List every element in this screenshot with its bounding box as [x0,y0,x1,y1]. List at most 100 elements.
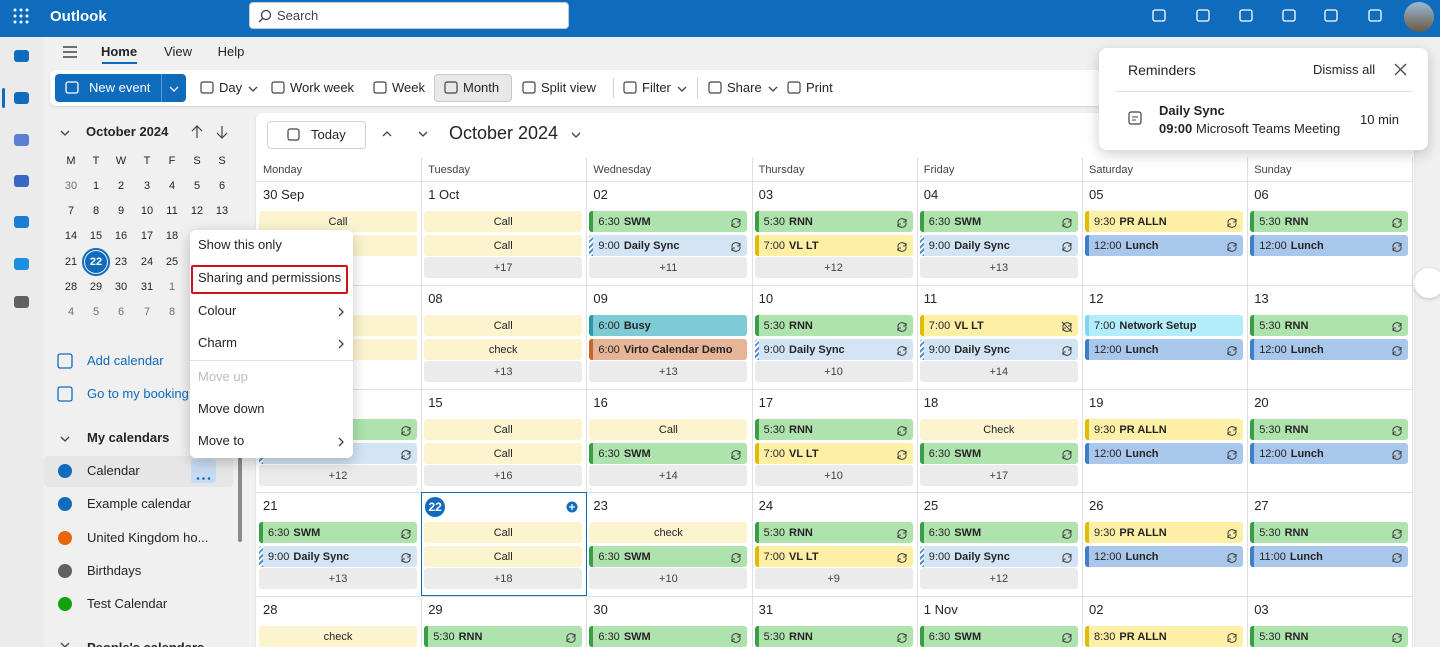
mini-day[interactable]: 8 [168,306,176,318]
mini-day[interactable]: 2 [117,180,125,192]
next-button[interactable] [417,127,429,139]
toolbar-button[interactable]: Day [219,80,243,95]
day-date[interactable]: 11 [923,291,938,306]
toolbar-icon[interactable] [522,81,536,94]
day-date[interactable]: 10 [758,291,774,306]
mini-day[interactable]: 13 [215,205,229,218]
event[interactable]: Check [919,419,1078,440]
day-date[interactable]: 03 [758,187,774,202]
mini-day[interactable]: 24 [140,255,154,268]
event[interactable]: Call [259,211,417,232]
event[interactable]: 12:00 Lunch [1085,338,1243,360]
toolbar-icon[interactable] [623,81,637,94]
event[interactable]: 12:00 Lunch [1085,442,1243,464]
calendar-color-check[interactable] [58,597,72,612]
event[interactable]: 7:00 VL LT [754,545,913,567]
event[interactable]: check [424,338,583,360]
event[interactable]: 12:00 Lunch [1250,234,1409,256]
toolbar-button[interactable]: Filter [642,80,671,95]
header-button[interactable] [1281,8,1297,24]
mini-day[interactable]: 30 [64,180,78,192]
event[interactable]: 9:00 Daily Sync [919,545,1078,567]
event[interactable]: 6:30 SWM [919,211,1078,232]
more-events-label[interactable]: +13 [493,366,513,378]
more-events-label[interactable]: +12 [824,262,843,274]
event[interactable]: 5:30 RNN [1250,522,1409,543]
more-events[interactable] [754,568,913,589]
mini-day[interactable]: 30 [114,280,128,293]
event[interactable]: 12:00 Lunch [1085,234,1243,256]
avatar[interactable] [1404,2,1434,32]
day-date[interactable]: 19 [1089,395,1104,410]
event[interactable]: 6:30 SWM [589,211,748,232]
next-month[interactable] [216,125,228,139]
toolbar-icon[interactable] [200,81,214,94]
toolbar-button[interactable]: Week [392,80,425,95]
event[interactable]: 5:30 RNN [754,419,913,440]
day-date[interactable]: 13 [1254,291,1269,306]
more-events[interactable] [424,257,583,278]
menu-item[interactable]: Show this only [198,237,282,252]
more-events-label[interactable]: +11 [659,262,678,274]
event[interactable]: 12:00 Lunch [1250,338,1409,360]
toolbar-button[interactable]: Share [727,80,762,95]
header-button[interactable] [1367,8,1383,24]
day-date[interactable]: 31 [758,602,774,617]
event[interactable]: 9:00 Daily Sync [589,234,748,256]
day-date[interactable]: 17 [758,395,774,410]
event[interactable]: 5:30 RNN [1250,419,1409,440]
more-events-label[interactable]: +14 [659,470,678,482]
more-events[interactable] [754,257,913,278]
mini-day[interactable]: 6 [218,180,226,192]
day-date[interactable]: 04 [923,187,939,202]
event[interactable]: 12:00 Lunch [1085,545,1243,567]
mini-day[interactable]: 8 [92,205,100,218]
toolbar-icon[interactable] [708,81,722,94]
day-date[interactable]: 1 Nov [923,602,958,617]
mini-day[interactable]: 11 [166,205,178,218]
day-date[interactable]: 18 [923,395,939,410]
mini-day[interactable]: 4 [67,306,75,318]
more-events-label[interactable]: +17 [493,262,513,274]
day-date[interactable]: 08 [428,291,443,306]
calendar-name[interactable]: Test Calendar [87,596,168,612]
mini-day[interactable]: 5 [193,180,201,192]
menu-item[interactable]: Move to [198,433,245,448]
more-events-label[interactable]: +17 [989,470,1009,482]
day-date[interactable]: 12 [1089,291,1104,306]
calendar-title[interactable]: October 2024 [449,123,559,143]
day-date[interactable]: 16 [593,395,608,410]
mini-day[interactable]: 21 [64,255,78,268]
event[interactable]: Call [589,419,748,440]
event[interactable]: 5:30 RNN [1250,315,1409,336]
day-date[interactable]: 22 [428,500,442,514]
ribbon-tab[interactable]: View [164,44,192,59]
calendar-color-check[interactable] [58,464,72,478]
day-date[interactable]: 25 [923,498,939,513]
toolbar-button[interactable]: Split view [541,80,596,95]
day-date[interactable]: 23 [593,498,608,513]
mini-day[interactable]: 1 [92,180,100,192]
dismiss-all[interactable]: Dismiss all [1313,62,1376,77]
month-selected[interactable] [434,74,512,102]
mini-day[interactable]: 6 [117,306,125,318]
today-button[interactable] [267,121,366,149]
event[interactable]: 9:00 Daily Sync [919,338,1078,360]
day-date[interactable]: 15 [428,395,443,410]
toolbar-button[interactable]: Month [463,80,500,95]
hamburger-menu[interactable] [62,45,78,59]
rail-app-icon[interactable] [13,214,30,230]
header-button[interactable] [1151,8,1167,24]
more-events[interactable] [919,361,1078,382]
day-date[interactable]: 1 Oct [428,187,460,202]
app-launcher[interactable] [13,8,29,24]
event[interactable]: Call [424,442,583,464]
menu-item[interactable]: Colour [198,303,237,318]
event[interactable]: 7:00 VL LT [754,234,913,256]
event[interactable]: 6:30 SWM [259,522,417,543]
toolbar-button[interactable]: Work week [290,80,355,95]
mini-day[interactable]: 16 [114,230,128,243]
sidebar-link[interactable]: Add calendar [87,353,164,368]
calendar-color-check[interactable] [58,563,72,578]
new-event-button[interactable] [55,74,186,102]
